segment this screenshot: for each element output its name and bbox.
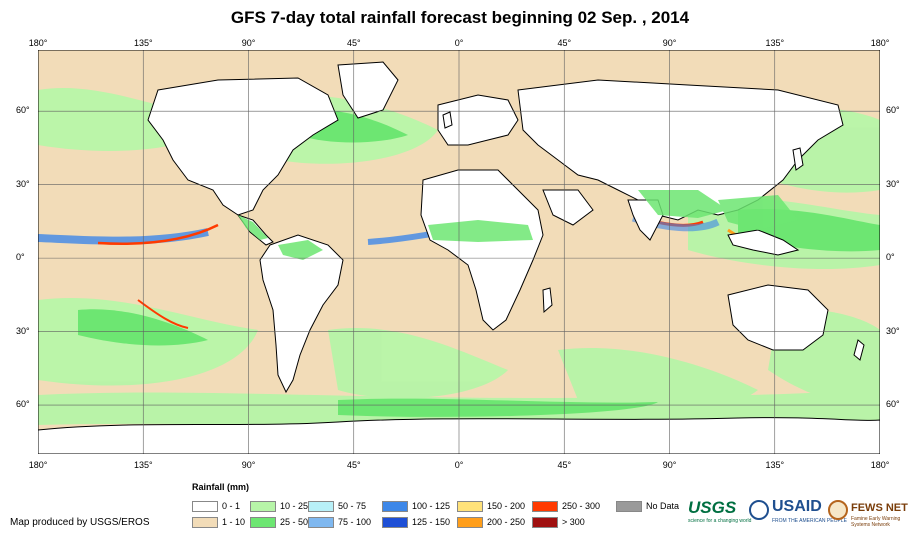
south-asia-rain	[638, 190, 728, 218]
latitude-tick-label: 60°	[886, 105, 900, 116]
central-america-rain	[238, 215, 268, 240]
arabian-peninsula	[542, 189, 594, 226]
southeast-asia-rain	[718, 195, 798, 230]
longitude-tick-label: 135°	[765, 460, 785, 470]
legend-title: Rainfall (mm)	[192, 482, 250, 492]
legend-swatch	[457, 517, 483, 528]
legend-label: No Data	[646, 501, 680, 511]
north-america	[147, 77, 339, 216]
legend-label: 125 - 150	[412, 517, 451, 527]
longitude-tick-label: 135°	[765, 38, 785, 48]
longitude-tick-label: 45°	[557, 38, 572, 48]
legend-swatch	[532, 517, 558, 528]
usgs-tagline: science for a changing world	[688, 518, 752, 524]
legend-swatch	[532, 501, 558, 512]
longitude-tick-label: 90°	[241, 460, 256, 470]
legend-label: 200 - 250	[487, 517, 526, 527]
longitude-tick-label: 90°	[241, 38, 256, 48]
page-title: GFS 7-day total rainfall forecast beginn…	[230, 8, 690, 27]
legend-swatch	[192, 517, 218, 528]
fews-seal-icon	[828, 500, 848, 520]
uk	[442, 111, 453, 129]
asia	[517, 79, 844, 221]
legend-label: 1 - 10	[222, 517, 246, 527]
south-indian-band	[558, 348, 758, 411]
legend-label: 150 - 200	[487, 501, 526, 511]
australia	[727, 284, 829, 351]
longitude-tick-label: 135°	[133, 38, 153, 48]
longitude-tick-label: 0°	[454, 38, 464, 48]
legend-swatch	[616, 501, 642, 512]
latitude-tick-label: 30°	[16, 325, 30, 336]
usgs-logo: USGS	[688, 498, 737, 517]
new-zealand	[853, 339, 865, 361]
east-pacific-itcz-core	[97, 223, 219, 245]
latitude-tick-label: 30°	[16, 178, 30, 189]
fews-net-logo: FEWS NET	[851, 502, 908, 514]
legend-label: 0 - 1	[222, 501, 241, 511]
japan	[792, 147, 804, 171]
south-pacific-convergence	[137, 299, 189, 329]
legend-swatch	[457, 501, 483, 512]
longitude-tick-label: 90°	[662, 460, 677, 470]
usaid-tagline: FROM THE AMERICAN PEOPLE	[772, 518, 847, 524]
latitude-tick-label: 0°	[16, 252, 25, 263]
longitude-tick-label: 180°	[870, 460, 890, 470]
legend-swatch	[250, 501, 276, 512]
latitude-tick-label: 30°	[886, 178, 900, 189]
legend-swatch	[308, 501, 334, 512]
southeast-asia-islands	[727, 229, 800, 256]
map-credit: Map produced by USGS/EROS	[10, 517, 150, 528]
legend-swatch	[192, 501, 218, 512]
africa	[420, 169, 544, 331]
longitude-tick-label: 180°	[28, 460, 48, 470]
latitude-tick-label: 60°	[16, 105, 30, 116]
usaid-seal-icon	[749, 500, 769, 520]
latitude-tick-label: 0°	[886, 252, 895, 263]
longitude-tick-label: 180°	[28, 38, 48, 48]
legend-swatch	[382, 517, 408, 528]
amazon-rain	[278, 240, 323, 260]
latitude-tick-label: 30°	[886, 325, 900, 336]
sahel-rain	[428, 220, 533, 242]
fews-net-tagline: Famine Early Warning Systems Network	[851, 516, 901, 528]
longitude-tick-label: 45°	[346, 460, 361, 470]
longitude-tick-label: 45°	[346, 38, 361, 48]
southern-ocean-core	[338, 398, 658, 417]
latitude-tick-label: 60°	[16, 399, 30, 410]
graticule	[38, 50, 880, 454]
usaid-logo: USAID	[772, 498, 822, 515]
legend-label: 50 - 75	[338, 501, 367, 511]
south-america	[259, 234, 344, 394]
legend-swatch	[308, 517, 334, 528]
legend-label: 250 - 300	[562, 501, 601, 511]
greenland	[337, 61, 399, 119]
latitude-tick-label: 60°	[886, 399, 900, 410]
longitude-tick-label: 90°	[662, 38, 677, 48]
legend-label: > 300	[562, 517, 585, 527]
rainfall-map	[38, 50, 880, 454]
europe	[437, 94, 519, 146]
longitude-tick-label: 180°	[870, 38, 890, 48]
madagascar	[542, 287, 553, 314]
rain-over-land	[238, 190, 798, 260]
longitude-tick-label: 0°	[454, 460, 464, 470]
legend-swatch	[382, 501, 408, 512]
longitude-tick-label: 135°	[133, 460, 153, 470]
legend-label: 25 - 50	[280, 517, 309, 527]
south-atlantic-band	[328, 328, 508, 399]
legend-label: 75 - 100	[338, 517, 372, 527]
legend-label: 10 - 25	[280, 501, 309, 511]
legend-label: 100 - 125	[412, 501, 451, 511]
legend-swatch	[250, 517, 276, 528]
longitude-tick-label: 45°	[557, 460, 572, 470]
